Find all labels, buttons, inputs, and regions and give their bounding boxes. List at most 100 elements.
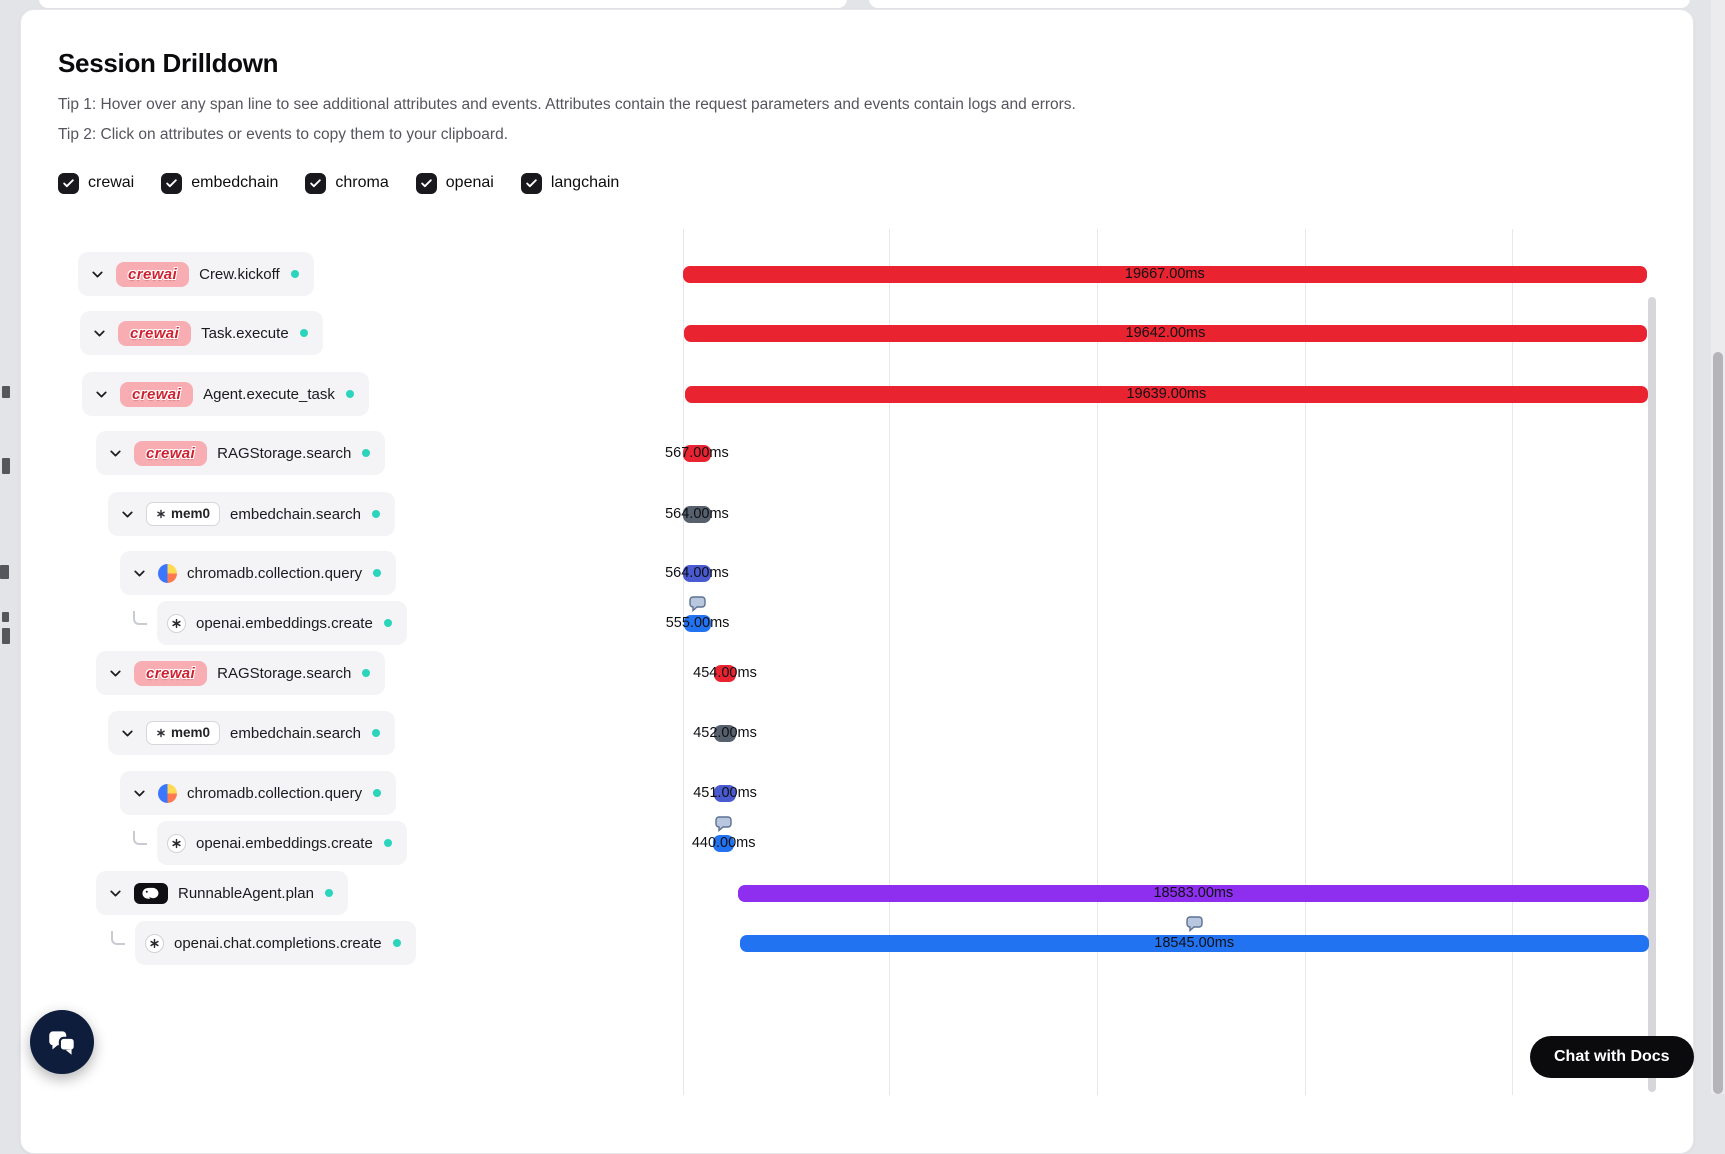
filter-checkbox-item[interactable]: langchain: [520, 172, 620, 194]
event-bubble-icon[interactable]: [1185, 916, 1203, 933]
span-label[interactable]: crewai Crew.kickoff: [78, 252, 314, 296]
chroma-logo-icon: [158, 783, 177, 803]
chevron-down-icon[interactable]: [106, 664, 124, 682]
window-scrollbar-track[interactable]: [1711, 0, 1725, 1094]
span-label[interactable]: chromadb.collection.query: [120, 771, 397, 815]
chevron-down-icon[interactable]: [106, 884, 124, 902]
span-label[interactable]: chromadb.collection.query: [120, 551, 397, 595]
span-duration-label: 555.00ms: [665, 614, 730, 631]
chevron-down-icon[interactable]: [88, 265, 106, 283]
openai-logo-icon: [167, 613, 186, 633]
span-duration-bar[interactable]: [714, 784, 737, 802]
span-label[interactable]: mem0 embedchain.search: [108, 492, 395, 536]
event-bubble-icon[interactable]: [715, 816, 732, 833]
span-duration-label: 18545.00ms: [1154, 934, 1235, 951]
span-name: Crew.kickoff: [199, 265, 280, 283]
chevron-down-icon[interactable]: [90, 324, 108, 342]
span-label[interactable]: openai.embeddings.create: [157, 601, 407, 645]
status-dot: [324, 889, 333, 897]
span-label[interactable]: RunnableAgent.plan: [96, 871, 348, 915]
status-dot: [383, 619, 392, 627]
span-name: Agent.execute_task: [203, 385, 335, 403]
mem0-logo: mem0: [146, 502, 221, 526]
status-dot: [362, 449, 371, 457]
span-name: openai.embeddings.create: [196, 614, 373, 632]
status-dot: [371, 729, 380, 737]
span-duration-bar[interactable]: [683, 265, 1647, 283]
span-duration-bar[interactable]: [712, 834, 735, 852]
timeline-gridline: [683, 229, 684, 1095]
span-name: openai.embeddings.create: [196, 834, 373, 852]
chevron-down-icon[interactable]: [130, 784, 148, 802]
span-label[interactable]: mem0 embedchain.search: [108, 711, 395, 755]
checkbox-checked-icon[interactable]: [58, 172, 79, 194]
trace-row: crewai Task.execute 19642.00ms: [21, 309, 1693, 357]
span-name: chromadb.collection.query: [187, 564, 363, 582]
chat-with-docs-button[interactable]: Chat with Docs: [1530, 1036, 1694, 1078]
status-dot: [299, 329, 308, 337]
span-label[interactable]: openai.embeddings.create: [157, 821, 407, 865]
span-label[interactable]: crewai Task.execute: [80, 311, 323, 355]
crewai-logo: crewai: [120, 381, 194, 407]
chevron-down-icon[interactable]: [118, 724, 136, 742]
session-drilldown-card: Session Drilldown Tip 1: Hover over any …: [20, 9, 1694, 1154]
span-label[interactable]: openai.chat.completions.create: [135, 921, 416, 965]
filter-checkbox-item[interactable]: embedchain: [161, 172, 278, 194]
span-duration-label: 452.00ms: [693, 724, 757, 741]
span-name: RAGStorage.search: [217, 664, 352, 682]
chevron-down-icon[interactable]: [130, 564, 148, 582]
crewai-logo: crewai: [134, 440, 208, 466]
span-duration-label: 19639.00ms: [1126, 385, 1207, 402]
status-dot: [383, 839, 392, 847]
langchain-parrot-icon: [141, 887, 161, 900]
chat-widget-button[interactable]: [30, 1010, 94, 1074]
span-duration-bar[interactable]: [713, 664, 737, 682]
span-duration-label: 564.00ms: [665, 564, 729, 581]
window-scrollbar-thumb[interactable]: [1713, 352, 1723, 1094]
span-duration-bar[interactable]: [683, 505, 711, 523]
span-duration-label: 451.00ms: [693, 784, 757, 801]
span-duration-bar[interactable]: [683, 564, 711, 582]
span-label[interactable]: crewai RAGStorage.search: [96, 651, 386, 695]
event-bubble-icon[interactable]: [689, 596, 706, 613]
span-duration-bar[interactable]: [713, 724, 737, 742]
trace-row: crewai RAGStorage.search 567.00ms: [21, 429, 1693, 477]
span-duration-bar[interactable]: [684, 324, 1647, 342]
trace-row: openai.embeddings.create 555.00ms: [21, 596, 1693, 647]
checkbox-checked-icon[interactable]: [305, 172, 327, 194]
chevron-down-icon[interactable]: [92, 385, 110, 403]
trace-row: crewai RAGStorage.search 454.00ms: [21, 649, 1693, 697]
span-duration-bar[interactable]: [683, 614, 712, 632]
filter-checkbox-item[interactable]: openai: [415, 172, 494, 194]
span-name: RunnableAgent.plan: [178, 884, 314, 902]
filter-checkbox-item[interactable]: chroma: [305, 172, 389, 194]
trace-waterfall: crewai Crew.kickoff 19667.00ms crewai Task.e…: [21, 229, 1693, 1109]
filter-checkbox-item[interactable]: crewai: [58, 172, 134, 194]
openai-logo-icon: [167, 833, 186, 853]
checkbox-checked-icon[interactable]: [161, 172, 183, 194]
span-duration-bar[interactable]: [739, 934, 1649, 952]
filter-label: chroma: [335, 174, 389, 191]
langchain-logo: [134, 882, 168, 904]
span-duration-bar[interactable]: [685, 385, 1648, 403]
top-panel-left: [38, 0, 848, 9]
mem0-mark-icon: [156, 509, 166, 519]
crewai-logo: crewai: [118, 320, 192, 346]
status-dot: [290, 270, 299, 278]
span-label[interactable]: crewai RAGStorage.search: [96, 431, 386, 475]
span-duration-label: 567.00ms: [665, 444, 729, 461]
trace-row: openai.chat.completions.create 18545.00ms: [21, 916, 1693, 967]
chevron-down-icon[interactable]: [118, 505, 136, 523]
checkbox-checked-icon[interactable]: [520, 172, 542, 194]
span-name: openai.chat.completions.create: [174, 934, 382, 952]
checkbox-checked-icon[interactable]: [415, 172, 437, 194]
span-label[interactable]: crewai Agent.execute_task: [82, 372, 369, 416]
top-panel-right: [868, 0, 1691, 9]
status-dot: [362, 669, 371, 677]
chevron-down-icon[interactable]: [106, 444, 124, 462]
trace-row: openai.embeddings.create 440.00ms: [21, 816, 1693, 867]
filter-label: langchain: [550, 174, 620, 191]
span-duration-bar[interactable]: [683, 444, 711, 462]
span-duration-bar[interactable]: [738, 884, 1649, 902]
trace-scrollbar-thumb[interactable]: [1648, 297, 1656, 1092]
